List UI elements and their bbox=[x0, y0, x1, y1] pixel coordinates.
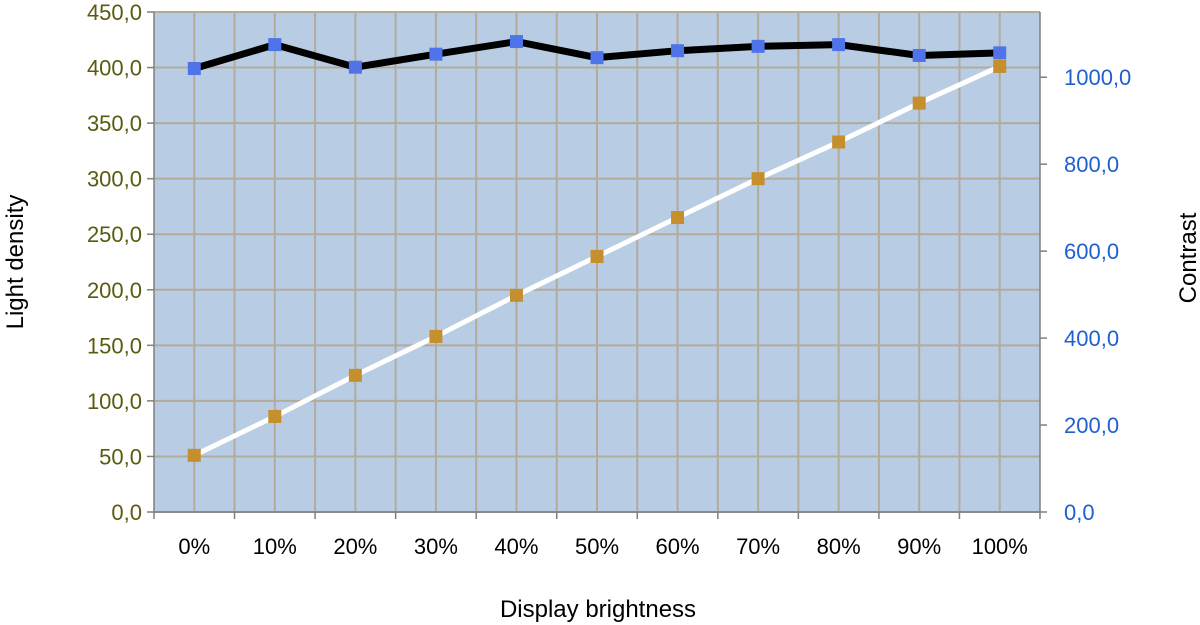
data-point-right bbox=[832, 38, 846, 52]
data-point-left bbox=[348, 368, 362, 382]
x-tick-label: 50% bbox=[575, 534, 619, 559]
data-point-right bbox=[187, 62, 201, 76]
y2-tick-label: 0,0 bbox=[1064, 500, 1095, 525]
data-point-right bbox=[590, 51, 604, 65]
data-point-left bbox=[268, 409, 282, 423]
data-point-left bbox=[509, 288, 523, 302]
y2-tick-label: 400,0 bbox=[1064, 326, 1119, 351]
y-tick-label: 350,0 bbox=[87, 111, 142, 136]
x-tick-label: 70% bbox=[736, 534, 780, 559]
x-tick-label: 20% bbox=[333, 534, 377, 559]
y2-tick-label: 800,0 bbox=[1064, 152, 1119, 177]
data-point-right bbox=[509, 35, 523, 49]
data-point-right bbox=[912, 48, 926, 62]
data-point-right bbox=[751, 39, 765, 53]
y-tick-label: 50,0 bbox=[99, 444, 142, 469]
y-tick-label: 100,0 bbox=[87, 389, 142, 414]
y-tick-label: 300,0 bbox=[87, 167, 142, 192]
y-tick-label: 450,0 bbox=[87, 0, 142, 25]
data-point-left bbox=[832, 135, 846, 149]
data-point-right bbox=[268, 38, 282, 52]
data-point-right bbox=[671, 44, 685, 58]
y2-tick-label: 600,0 bbox=[1064, 239, 1119, 264]
y-axis-title: Light density bbox=[2, 195, 29, 330]
data-point-left bbox=[590, 249, 604, 263]
y2-tick-label: 200,0 bbox=[1064, 413, 1119, 438]
x-tick-label: 40% bbox=[494, 534, 538, 559]
x-axis-title: Display brightness bbox=[500, 596, 696, 623]
axes bbox=[147, 11, 1047, 519]
x-tick-label: 60% bbox=[656, 534, 700, 559]
y2-axis-title: Contrast bbox=[1175, 212, 1200, 303]
x-tick-label: 100% bbox=[972, 534, 1028, 559]
y-tick-label: 0,0 bbox=[111, 500, 142, 525]
y2-tick-label: 1000,0 bbox=[1064, 65, 1131, 90]
data-point-left bbox=[912, 96, 926, 110]
x-tick-label: 0% bbox=[178, 534, 210, 559]
y-tick-label: 150,0 bbox=[87, 333, 142, 358]
y-tick-label: 400,0 bbox=[87, 56, 142, 81]
data-point-left bbox=[751, 172, 765, 186]
data-point-left bbox=[993, 59, 1007, 73]
x-tick-label: 80% bbox=[817, 534, 861, 559]
y-tick-label: 200,0 bbox=[87, 278, 142, 303]
data-point-right bbox=[429, 47, 443, 61]
y-tick-label: 250,0 bbox=[87, 222, 142, 247]
x-tick-label: 10% bbox=[253, 534, 297, 559]
data-point-right bbox=[348, 60, 362, 74]
data-point-left bbox=[187, 448, 201, 462]
x-tick-label: 30% bbox=[414, 534, 458, 559]
x-tick-label: 90% bbox=[897, 534, 941, 559]
series bbox=[187, 35, 1007, 462]
data-point-right bbox=[993, 46, 1007, 60]
data-point-left bbox=[671, 211, 685, 225]
tick-labels: 0,0 50,0 100,0 150,0 200,0 250,0 300,0 350,0 400… bbox=[87, 0, 1131, 559]
data-point-left bbox=[429, 329, 443, 343]
